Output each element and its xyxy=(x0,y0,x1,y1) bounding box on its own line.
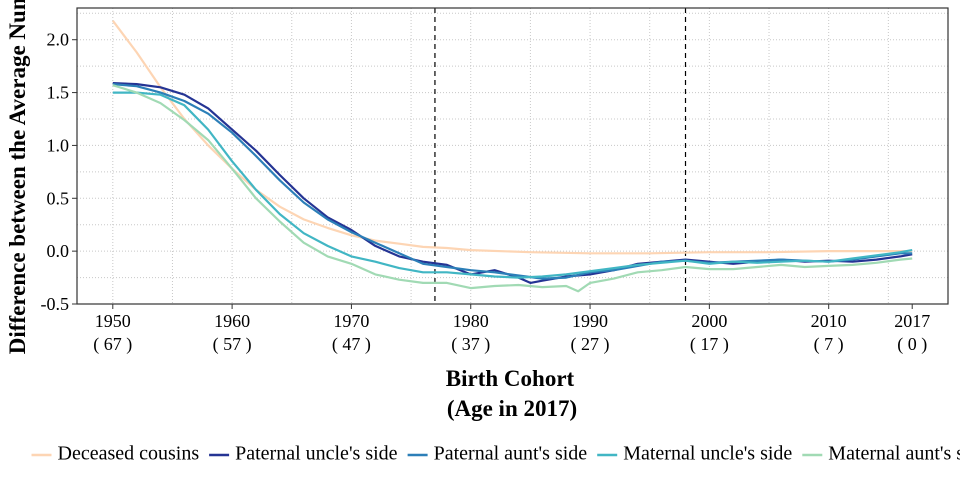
x-tick-label: 1950 xyxy=(95,311,131,331)
x-tick-label: 1990 xyxy=(572,311,608,331)
x-tick-sublabel: ( 27 ) xyxy=(571,334,610,355)
legend-item-3: Paternal aunt's side xyxy=(407,443,588,465)
legend-label: Paternal uncle's side xyxy=(235,443,398,465)
series-line-2 xyxy=(112,82,913,284)
x-tick-label: 1970 xyxy=(333,311,369,331)
x-tick-label: 2010 xyxy=(811,311,847,331)
y-tick-label: -0.5 xyxy=(41,294,70,314)
x-tick-sublabel: ( 37 ) xyxy=(451,334,490,355)
x-tick-sublabel: ( 67 ) xyxy=(93,334,132,355)
legend-item-1: Deceased cousins xyxy=(31,443,200,465)
x-axis-subtitle: (Age in 2017) xyxy=(447,396,577,421)
series-line-5 xyxy=(112,84,913,293)
x-tick-sublabel: ( 47 ) xyxy=(332,334,371,355)
legend-item-2: Paternal uncle's side xyxy=(209,443,398,465)
x-tick-sublabel: ( 7 ) xyxy=(814,334,844,355)
y-tick-label: 2.0 xyxy=(47,30,70,50)
reference-lines xyxy=(434,8,687,304)
legend-label: Maternal aunt's side xyxy=(828,443,960,465)
legend: Deceased cousins Paternal uncle's side Pat… xyxy=(31,443,960,465)
y-tick-label: 1.5 xyxy=(47,83,70,103)
legend-label: Deceased cousins xyxy=(58,443,200,465)
legend-label: Paternal aunt's side xyxy=(434,443,588,465)
y-axis-title: Difference between the Average Number xyxy=(5,0,30,354)
x-axis-title: Birth Cohort xyxy=(446,366,575,391)
legend-item-4: Maternal uncle's side xyxy=(597,443,792,465)
series-line-3 xyxy=(112,83,913,280)
y-tick-label: 0.0 xyxy=(47,241,70,261)
y-axis-ticks: -0.5 0.0 0.5 1.0 1.5 2.0 xyxy=(41,30,77,314)
y-tick-label: 0.5 xyxy=(47,188,70,208)
y-tick-label: 1.0 xyxy=(47,135,70,155)
x-tick-sublabel: ( 0 ) xyxy=(897,334,927,355)
series-lines xyxy=(111,20,913,293)
series-line-4 xyxy=(112,91,913,279)
x-tick-label: 1960 xyxy=(214,311,250,331)
x-axis-ticks: 1950 ( 67 ) 1960 ( 57 ) 1970 ( 47 ) 1980 ( 37 )… xyxy=(93,304,930,355)
x-tick-sublabel: ( 57 ) xyxy=(213,334,252,355)
series-line-1 xyxy=(111,20,913,255)
legend-item-5: Maternal aunt's side xyxy=(802,443,960,465)
grid xyxy=(77,8,949,305)
x-tick-sublabel: ( 17 ) xyxy=(690,334,729,355)
x-tick-label: 1980 xyxy=(453,311,489,331)
plot-border xyxy=(76,7,949,305)
x-tick-label: 2017 xyxy=(894,311,930,331)
legend-label: Maternal uncle's side xyxy=(623,443,792,465)
x-tick-label: 2000 xyxy=(691,311,727,331)
